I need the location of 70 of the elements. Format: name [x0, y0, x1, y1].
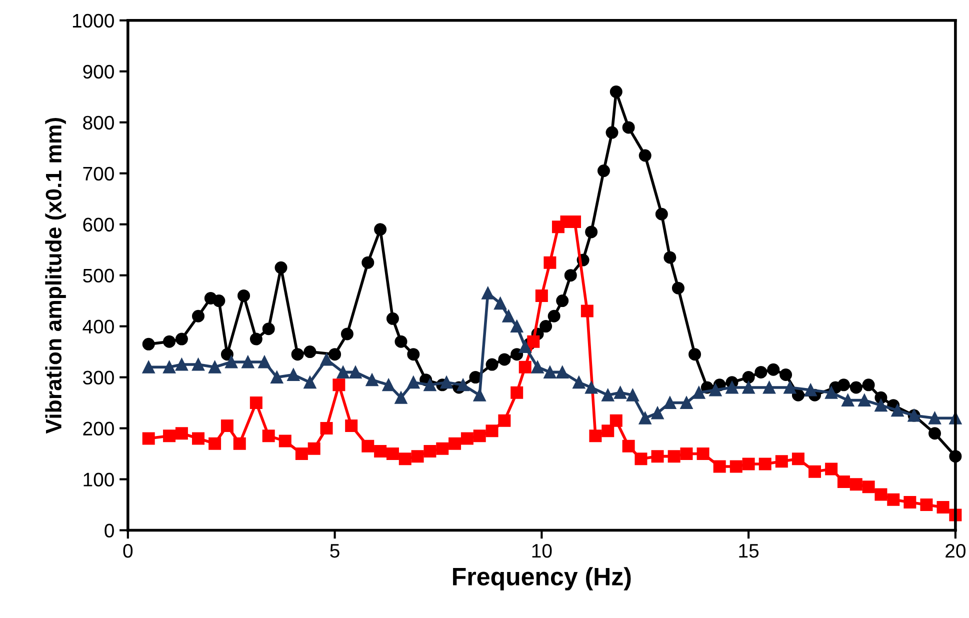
point [424, 378, 436, 392]
point [804, 384, 817, 396]
point [858, 394, 871, 406]
y-tick-label: 200 [83, 422, 114, 436]
point [304, 376, 316, 389]
point [626, 388, 639, 402]
x-axis-title: Frequency (Hz) [453, 567, 631, 590]
point [556, 366, 569, 378]
y-tick-label: 300 [83, 370, 114, 385]
point [842, 394, 854, 406]
y-tick-label: 100 [84, 472, 114, 486]
x-tick-label: 20 [946, 544, 966, 558]
point [494, 297, 507, 310]
y-tick-label: 0 [104, 524, 114, 538]
y-tick-label: 1000 [72, 14, 114, 28]
point [664, 396, 676, 410]
point [473, 388, 486, 402]
point [349, 366, 362, 378]
point [709, 384, 722, 396]
x-tick-label: 0 [123, 544, 133, 558]
point [225, 356, 238, 368]
y-tick-label: 400 [82, 320, 114, 334]
point [928, 412, 941, 424]
point [394, 391, 408, 404]
point [825, 386, 838, 399]
point [651, 406, 664, 420]
point [336, 366, 350, 378]
point [142, 360, 155, 374]
point [614, 386, 627, 399]
x-tick-label: 10 [532, 544, 552, 558]
point [692, 386, 706, 399]
point [638, 412, 652, 424]
point [175, 358, 188, 371]
point [440, 376, 453, 389]
point [192, 358, 204, 371]
y-tick-label: 600 [83, 218, 114, 232]
point [544, 366, 556, 378]
point [891, 404, 904, 417]
point [366, 374, 378, 386]
point [602, 388, 614, 402]
point [680, 396, 693, 410]
point [585, 381, 598, 394]
point [874, 399, 888, 412]
point [258, 356, 271, 368]
y-tick-label: 700 [83, 166, 114, 181]
y-axis-title: Vibration amplitude (x0.1 mm) [45, 118, 66, 434]
point [726, 381, 738, 394]
point [482, 286, 494, 300]
point [510, 320, 524, 333]
y-tick-label: 500 [83, 268, 114, 283]
point [382, 378, 395, 392]
point [762, 381, 776, 394]
point [784, 381, 796, 394]
point [208, 360, 222, 374]
point [270, 371, 284, 384]
x-tick-label: 15 [739, 544, 759, 558]
point [742, 381, 755, 394]
point [518, 340, 532, 353]
point [287, 368, 300, 381]
point [320, 353, 333, 366]
point [531, 360, 544, 374]
y-tick-label: 900 [83, 64, 114, 79]
point [407, 376, 420, 389]
y-tick-label: 800 [83, 116, 114, 130]
point [572, 376, 586, 389]
point [163, 360, 176, 374]
point [242, 356, 254, 368]
x-tick-label: 5 [330, 544, 340, 558]
point [502, 310, 515, 322]
point [456, 378, 470, 392]
